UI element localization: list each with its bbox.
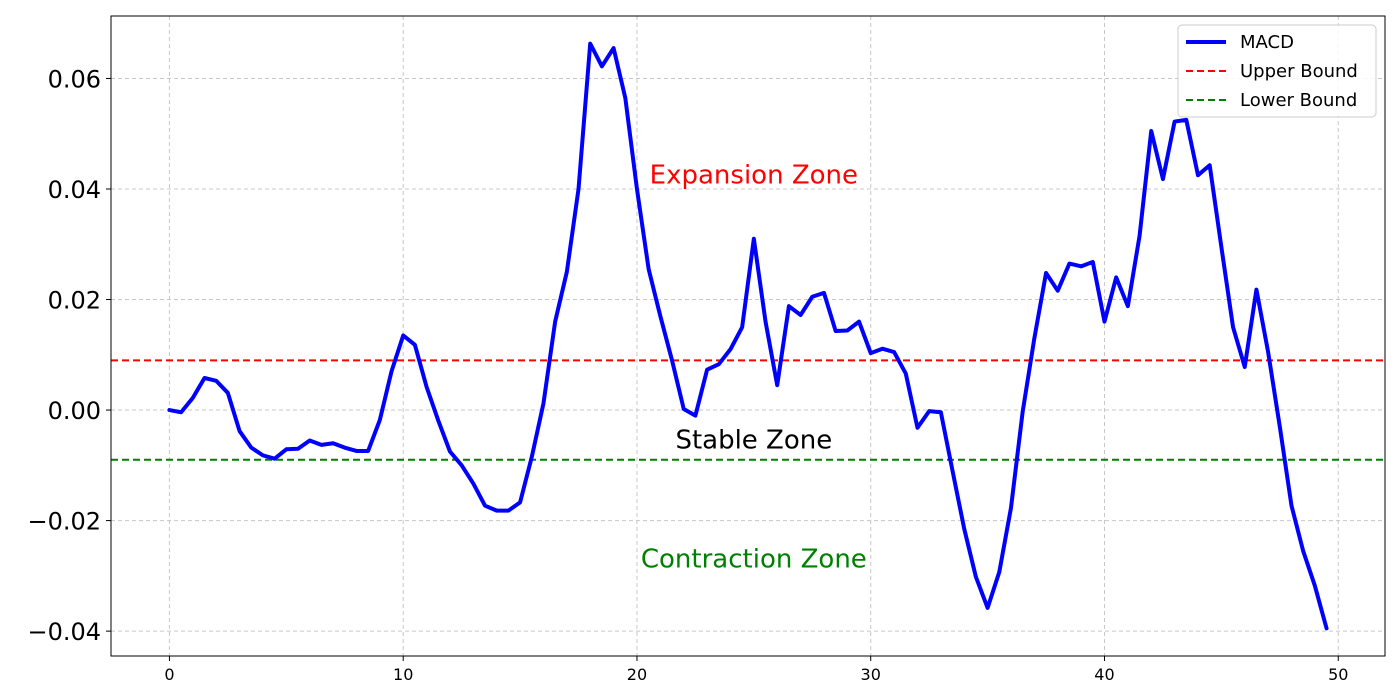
y-tick-label: 0.04 (48, 176, 101, 204)
y-tick-label: 0.00 (48, 397, 101, 425)
zone-annotation: Stable Zone (675, 426, 832, 456)
x-tick-label: 20 (627, 665, 647, 684)
legend-label: MACD (1240, 32, 1294, 53)
legend-label: Lower Bound (1240, 90, 1357, 111)
zone-annotation: Contraction Zone (641, 545, 867, 575)
y-tick-label: −0.04 (27, 618, 101, 646)
y-axis: 0.06 0.04 0.02 0.00 −0.02 −0.04 (27, 65, 111, 646)
y-tick-label: 0.06 (48, 65, 101, 93)
zone-annotation: Expansion Zone (650, 160, 858, 190)
x-tick-label: 10 (393, 665, 413, 684)
x-tick-label: 0 (164, 665, 174, 684)
legend-label: Upper Bound (1240, 61, 1358, 82)
legend-box (1177, 24, 1377, 118)
annotations: Expansion Zone Stable Zone Contraction Zon… (641, 160, 867, 574)
grid (111, 16, 1385, 656)
legend: MACD Upper Bound Lower Bound (1177, 24, 1377, 118)
plot-frame (110, 15, 1386, 657)
macd-line (167, 41, 1329, 631)
x-axis: 0 10 20 30 40 50 (164, 656, 1348, 684)
series-layer (167, 41, 1329, 631)
y-tick-label: −0.02 (27, 508, 101, 536)
y-tick-label: 0.02 (48, 287, 101, 315)
x-tick-label: 40 (1094, 665, 1114, 684)
bound-lines (111, 359, 1385, 461)
x-tick-label: 30 (861, 665, 881, 684)
x-tick-label: 50 (1328, 665, 1348, 684)
